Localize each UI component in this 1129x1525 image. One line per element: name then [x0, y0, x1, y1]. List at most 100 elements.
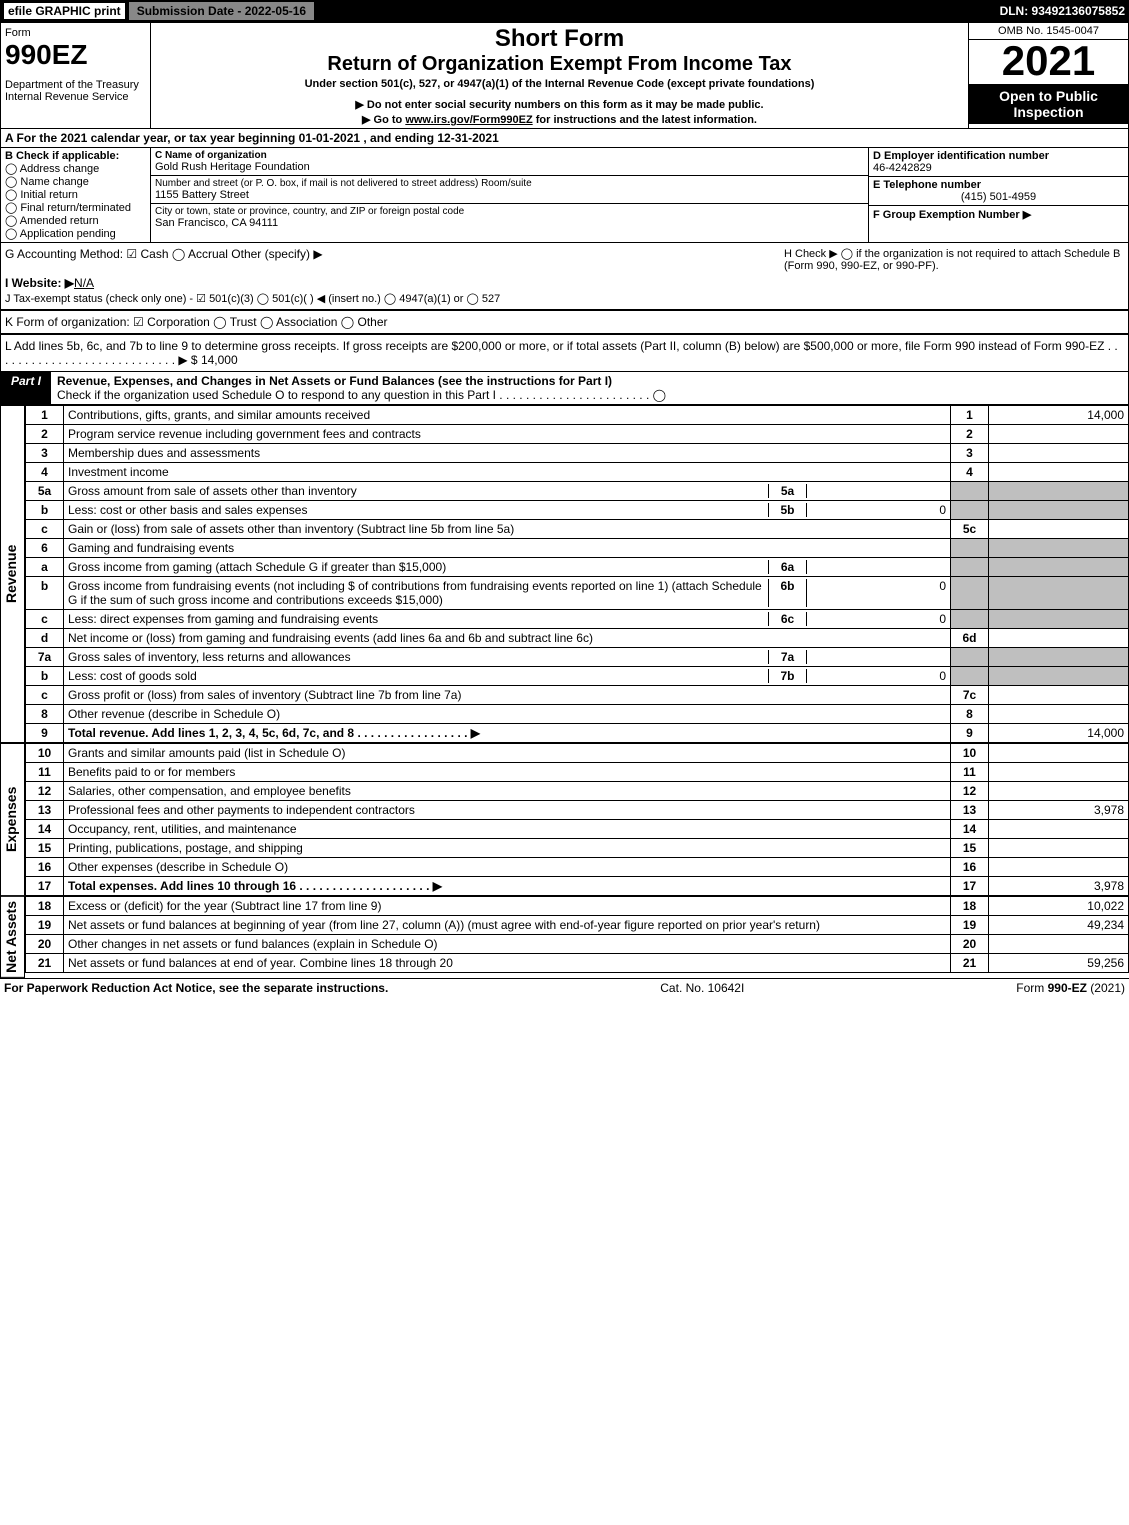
line-amount [989, 425, 1129, 444]
line-desc: Less: cost or other basis and sales expe… [64, 501, 951, 520]
b-name-change[interactable]: ◯ Name change [5, 175, 146, 188]
b-initial[interactable]: ◯ Initial return [5, 188, 146, 201]
short-form-title: Short Form [159, 25, 960, 53]
line-amount: 49,234 [989, 916, 1129, 935]
line-number: 17 [26, 877, 64, 896]
line-desc: Other expenses (describe in Schedule O) [64, 858, 951, 877]
submission-date: Submission Date - 2022-05-16 [129, 2, 314, 20]
section-d: D Employer identification number 46-4242… [868, 148, 1128, 242]
line-number: b [26, 501, 64, 520]
org-address: 1155 Battery Street [155, 189, 864, 201]
line-desc: Program service revenue including govern… [64, 425, 951, 444]
table-row: 14Occupancy, rent, utilities, and mainte… [26, 820, 1129, 839]
table-row: 6Gaming and fundraising events [26, 539, 1129, 558]
org-name: Gold Rush Heritage Foundation [155, 161, 864, 173]
line-number: 11 [26, 763, 64, 782]
line-amount [989, 482, 1129, 501]
line-amount [989, 667, 1129, 686]
line-desc: Gaming and fundraising events [64, 539, 951, 558]
ein-value: 46-4242829 [873, 162, 932, 174]
line-k: K Form of organization: ☑ Corporation ◯ … [5, 315, 1124, 329]
part-i-tag: Part I [1, 372, 51, 404]
line-desc: Membership dues and assessments [64, 444, 951, 463]
line-number: 13 [26, 801, 64, 820]
revenue-section: Revenue 1Contributions, gifts, grants, a… [0, 405, 1129, 743]
line-ref [951, 577, 989, 610]
table-row: 5aGross amount from sale of assets other… [26, 482, 1129, 501]
line-desc: Investment income [64, 463, 951, 482]
part-i-title: Revenue, Expenses, and Changes in Net As… [57, 374, 612, 388]
line-ref: 8 [951, 705, 989, 724]
line-desc: Less: direct expenses from gaming and fu… [64, 610, 951, 629]
table-row: bLess: cost or other basis and sales exp… [26, 501, 1129, 520]
line-amount [989, 539, 1129, 558]
netassets-side-label: Net Assets [1, 896, 25, 978]
line-desc: Total expenses. Add lines 10 through 16 … [64, 877, 951, 896]
footer-mid: Cat. No. 10642I [660, 981, 744, 995]
table-row: 16Other expenses (describe in Schedule O… [26, 858, 1129, 877]
table-row: 2Program service revenue including gover… [26, 425, 1129, 444]
line-amount [989, 501, 1129, 520]
return-title: Return of Organization Exempt From Incom… [159, 53, 960, 76]
form-header: Form 990EZ Department of the Treasury In… [0, 22, 1129, 129]
table-row: 13Professional fees and other payments t… [26, 801, 1129, 820]
line-number: 20 [26, 935, 64, 954]
line-desc: Salaries, other compensation, and employ… [64, 782, 951, 801]
line-number: 3 [26, 444, 64, 463]
tax-year: 2021 [969, 40, 1128, 82]
line-number: 4 [26, 463, 64, 482]
table-row: 19Net assets or fund balances at beginni… [26, 916, 1129, 935]
line-number: b [26, 577, 64, 610]
c-addr-label: Number and street (or P. O. box, if mail… [155, 178, 864, 189]
revenue-side-label: Revenue [1, 405, 25, 743]
line-amount [989, 629, 1129, 648]
table-row: aGross income from gaming (attach Schedu… [26, 558, 1129, 577]
line-desc: Grants and similar amounts paid (list in… [64, 744, 951, 763]
line-l-wrap: L Add lines 5b, 6c, and 7b to line 9 to … [0, 334, 1129, 372]
efile-tag: efile GRAPHIC print [4, 3, 125, 19]
line-desc: Gain or (loss) from sale of assets other… [64, 520, 951, 539]
table-row: bGross income from fundraising events (n… [26, 577, 1129, 610]
table-row: dNet income or (loss) from gaming and fu… [26, 629, 1129, 648]
line-amount [989, 463, 1129, 482]
line-ref [951, 539, 989, 558]
line-number: 16 [26, 858, 64, 877]
line-amount [989, 820, 1129, 839]
line-desc: Net assets or fund balances at beginning… [64, 916, 951, 935]
b-amended[interactable]: ◯ Amended return [5, 214, 146, 227]
b-addr-change[interactable]: ◯ Address change [5, 162, 146, 175]
table-row: 15Printing, publications, postage, and s… [26, 839, 1129, 858]
line-ref: 9 [951, 724, 989, 743]
line-amount [989, 705, 1129, 724]
b-final[interactable]: ◯ Final return/terminated [5, 201, 146, 214]
line-ref: 4 [951, 463, 989, 482]
line-desc: Gross income from gaming (attach Schedul… [64, 558, 951, 577]
line-ref: 12 [951, 782, 989, 801]
netassets-table: 18Excess or (deficit) for the year (Subt… [25, 896, 1129, 973]
line-desc: Other revenue (describe in Schedule O) [64, 705, 951, 724]
line-amount [989, 686, 1129, 705]
line-ref: 3 [951, 444, 989, 463]
line-desc: Contributions, gifts, grants, and simila… [64, 406, 951, 425]
line-number: 5a [26, 482, 64, 501]
line-amount: 59,256 [989, 954, 1129, 973]
line-desc: Net assets or fund balances at end of ye… [64, 954, 951, 973]
line-number: 12 [26, 782, 64, 801]
d-ein-label: D Employer identification number [873, 150, 1049, 162]
form-label: Form [5, 27, 146, 39]
line-ref [951, 610, 989, 629]
part-i-check: Check if the organization used Schedule … [57, 388, 666, 402]
line-desc: Less: cost of goods sold7b0 [64, 667, 951, 686]
line-ref: 15 [951, 839, 989, 858]
page-footer: For Paperwork Reduction Act Notice, see … [0, 978, 1129, 997]
b-pending[interactable]: ◯ Application pending [5, 227, 146, 240]
line-k-wrap: K Form of organization: ☑ Corporation ◯ … [0, 310, 1129, 334]
line-amount [989, 839, 1129, 858]
line-amount [989, 444, 1129, 463]
line-amount [989, 935, 1129, 954]
expenses-table: 10Grants and similar amounts paid (list … [25, 743, 1129, 896]
table-row: 1Contributions, gifts, grants, and simil… [26, 406, 1129, 425]
c-city-label: City or town, state or province, country… [155, 206, 864, 217]
dept-label: Department of the Treasury Internal Reve… [5, 79, 146, 103]
line-amount [989, 610, 1129, 629]
